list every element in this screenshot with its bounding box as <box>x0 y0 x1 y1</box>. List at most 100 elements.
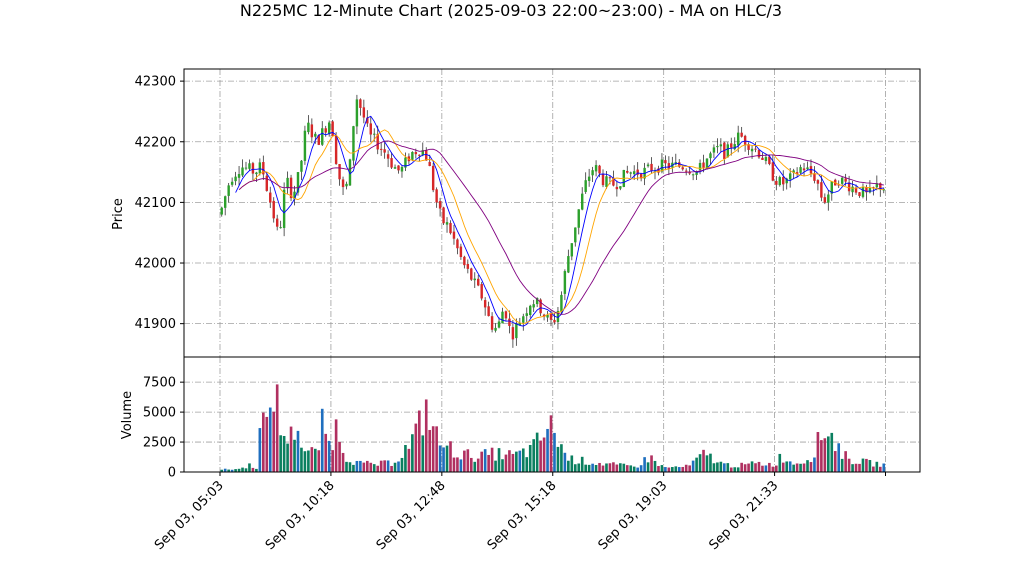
volume-bar <box>407 448 411 472</box>
volume-bar <box>639 465 643 472</box>
volume-bar <box>230 469 234 472</box>
candle-body <box>858 192 861 197</box>
volume-bar <box>223 468 227 472</box>
candle-body <box>667 163 671 169</box>
candle-body <box>525 313 528 316</box>
candle-body <box>549 313 553 320</box>
candle-body <box>615 186 619 190</box>
volume-bar <box>622 463 626 472</box>
candle-body <box>813 173 816 181</box>
candle-body <box>560 294 563 313</box>
candle-body <box>681 167 684 170</box>
volume-bar <box>788 461 792 472</box>
volume-bar <box>338 441 341 472</box>
candle-body <box>660 159 664 172</box>
candle-body <box>792 170 795 173</box>
candle-body <box>646 164 650 167</box>
volume-bar <box>317 450 321 472</box>
volume-bar <box>497 448 501 472</box>
candle-body <box>310 124 314 138</box>
candle-body <box>248 163 251 169</box>
volume-bar <box>587 464 591 472</box>
candle-body <box>265 175 269 191</box>
candle-body <box>282 189 286 228</box>
volume-bar <box>275 384 279 472</box>
volume-bar <box>307 450 310 472</box>
volume-bar <box>549 415 553 472</box>
candle-body <box>244 167 248 169</box>
price-y-ticks: 41900 42000 42100 42200 42300 <box>135 75 184 332</box>
volume-bar <box>632 466 636 472</box>
candle-body <box>771 162 775 181</box>
volume-bar <box>605 463 608 472</box>
price-tick-label: 42100 <box>135 196 176 211</box>
candle-body <box>802 168 806 171</box>
volume-bar <box>653 460 657 472</box>
candle-body <box>740 132 743 137</box>
volume-bar <box>334 419 338 472</box>
candle-body <box>473 278 476 281</box>
price-grid <box>184 69 920 357</box>
volume-bar <box>615 464 619 472</box>
candle-body <box>532 304 535 308</box>
volume-bar <box>709 453 712 472</box>
candle-body <box>695 171 698 175</box>
candle-body <box>678 162 681 167</box>
volume-bar <box>774 465 778 472</box>
volume-bar <box>570 455 574 472</box>
x-tick-label: Sep 03, 21:33 <box>707 478 782 553</box>
candle-body <box>230 181 234 185</box>
volume-bar <box>320 408 324 472</box>
candle-body <box>726 144 730 158</box>
volume-bar <box>539 440 542 472</box>
candle-body <box>768 156 771 165</box>
volume-bar <box>577 463 581 472</box>
candle-body <box>840 177 844 184</box>
volume-bar <box>601 465 605 472</box>
volume-bar <box>272 411 276 472</box>
candle-body <box>393 167 397 169</box>
candle-body <box>750 148 754 152</box>
candle-body <box>269 192 272 203</box>
volume-bar <box>764 465 768 472</box>
candle-body <box>327 122 331 135</box>
candle-body <box>300 160 303 172</box>
candlesticks <box>220 94 885 348</box>
candle-body <box>705 158 709 169</box>
volume-bar <box>417 410 421 472</box>
candle-body <box>362 107 366 118</box>
volume-bar <box>750 461 754 472</box>
candle-body <box>296 172 300 193</box>
candle-body <box>459 246 463 258</box>
candle-body <box>820 182 823 198</box>
volume-bar <box>435 426 438 472</box>
volume-bar <box>598 462 601 472</box>
candle-body <box>376 133 379 150</box>
volume-bar <box>580 456 584 472</box>
candle-body <box>632 171 636 175</box>
candle-body <box>601 173 605 186</box>
volume-bar <box>785 461 789 472</box>
candle-body <box>400 166 404 172</box>
candle-body <box>539 299 542 314</box>
volume-bar <box>691 460 695 472</box>
candle-body <box>570 243 574 257</box>
candle-body <box>619 186 622 189</box>
candle-body <box>709 153 712 159</box>
candle-body <box>587 176 591 181</box>
volume-tick-label: 0 <box>168 466 176 481</box>
volume-bar <box>636 467 639 472</box>
candle-body <box>684 170 688 172</box>
volume-bar <box>882 463 886 472</box>
volume-bar <box>365 460 369 472</box>
volume-bar <box>861 458 865 472</box>
volume-bar <box>331 450 334 472</box>
volume-bar <box>729 467 733 472</box>
volume-bar <box>847 458 851 472</box>
candle-body <box>861 187 865 197</box>
candle-body <box>504 311 508 319</box>
volume-bar <box>813 457 816 472</box>
candle-body <box>279 227 282 229</box>
volume-bar <box>521 448 525 472</box>
candle-body <box>383 149 386 153</box>
